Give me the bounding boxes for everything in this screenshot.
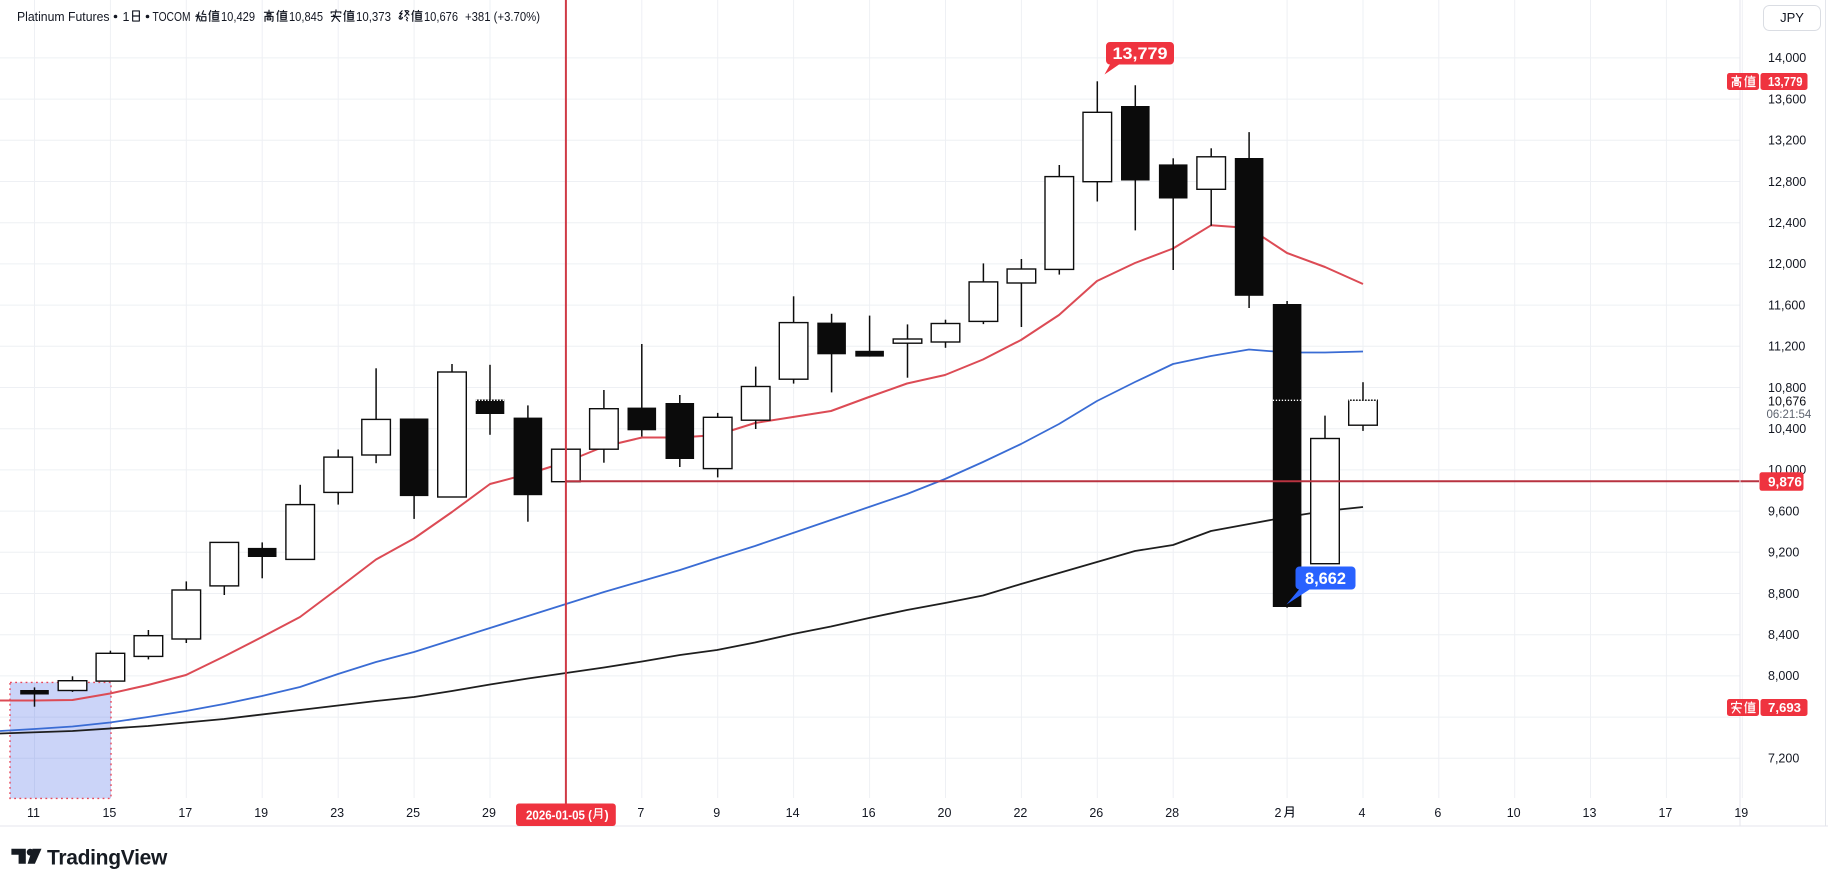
svg-text:4: 4 — [1359, 806, 1366, 820]
svg-text:10,676: 10,676 — [424, 10, 458, 24]
svg-text:11: 11 — [27, 806, 40, 820]
svg-text:19: 19 — [254, 806, 268, 820]
svg-text:1: 1 — [123, 10, 130, 24]
svg-text:6: 6 — [1434, 806, 1441, 820]
svg-text:9,600: 9,600 — [1768, 504, 1799, 518]
svg-text:): ) — [605, 808, 609, 822]
svg-text:9,876: 9,876 — [1768, 475, 1802, 490]
svg-text:9,200: 9,200 — [1768, 546, 1799, 560]
svg-text:13: 13 — [1583, 806, 1597, 820]
svg-text:8,800: 8,800 — [1768, 587, 1799, 601]
svg-text:28: 28 — [1165, 806, 1179, 820]
svg-text:10,400: 10,400 — [1768, 422, 1806, 436]
svg-text:TOCOM: TOCOM — [153, 10, 191, 24]
svg-text:14,000: 14,000 — [1768, 51, 1806, 65]
svg-text:13,600: 13,600 — [1768, 92, 1806, 106]
svg-text:7: 7 — [637, 806, 644, 820]
svg-text:+381 (+3.70%): +381 (+3.70%) — [465, 10, 540, 24]
svg-text:13,779: 13,779 — [1113, 45, 1168, 63]
svg-text:13,200: 13,200 — [1768, 134, 1806, 148]
svg-text:10,676: 10,676 — [1768, 394, 1806, 408]
svg-text:06:21:54: 06:21:54 — [1767, 409, 1812, 421]
svg-text:JPY: JPY — [1780, 10, 1804, 25]
svg-text:17: 17 — [1658, 806, 1672, 820]
svg-text:2026-01-05 (: 2026-01-05 ( — [526, 808, 593, 822]
svg-text:10: 10 — [1507, 806, 1521, 820]
svg-text:Platinum Futures: Platinum Futures — [17, 10, 110, 24]
svg-text:11,200: 11,200 — [1768, 340, 1805, 354]
svg-text:12,000: 12,000 — [1768, 257, 1806, 271]
svg-text:14: 14 — [786, 806, 800, 820]
svg-text:19: 19 — [1734, 806, 1748, 820]
svg-text:2: 2 — [1275, 806, 1282, 820]
svg-text:29: 29 — [482, 806, 496, 820]
svg-text:17: 17 — [178, 806, 192, 820]
svg-text:20: 20 — [938, 806, 952, 820]
svg-text:9: 9 — [713, 806, 720, 820]
svg-text:8,662: 8,662 — [1305, 570, 1346, 588]
svg-text:23: 23 — [330, 806, 344, 820]
svg-text:10,800: 10,800 — [1768, 381, 1806, 395]
svg-text:12,400: 12,400 — [1768, 216, 1806, 230]
svg-text:26: 26 — [1089, 806, 1103, 820]
svg-text:TradingView: TradingView — [47, 847, 168, 870]
svg-text:16: 16 — [862, 806, 876, 820]
svg-text:7,200: 7,200 — [1768, 752, 1799, 766]
svg-text:10,373: 10,373 — [356, 10, 391, 24]
svg-text:22: 22 — [1013, 806, 1027, 820]
svg-text:8,400: 8,400 — [1768, 628, 1799, 642]
svg-text:25: 25 — [406, 806, 420, 820]
svg-text:8,000: 8,000 — [1768, 669, 1799, 683]
svg-text:13,779: 13,779 — [1768, 75, 1803, 89]
svg-text:12,800: 12,800 — [1768, 175, 1806, 189]
svg-text:15: 15 — [102, 806, 116, 820]
svg-text:10,429: 10,429 — [221, 10, 255, 24]
svg-text:7,693: 7,693 — [1768, 701, 1801, 715]
svg-text:10,845: 10,845 — [289, 10, 323, 24]
svg-text:11,600: 11,600 — [1768, 298, 1805, 312]
